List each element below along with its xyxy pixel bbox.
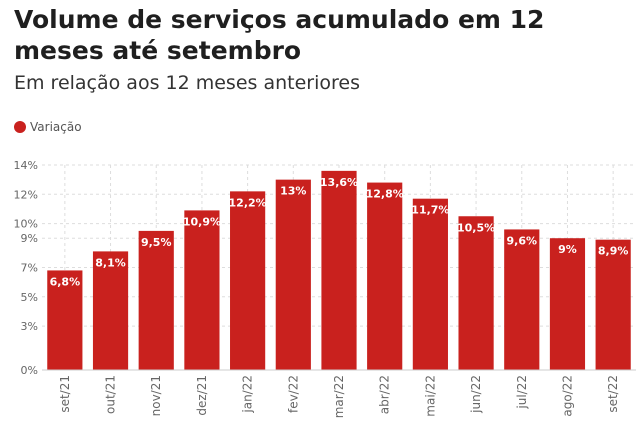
bar (184, 210, 220, 370)
bar-value-label: 13,6% (320, 176, 358, 189)
bar (549, 238, 586, 370)
x-tick-label: set/22 (606, 375, 620, 413)
y-tick-label: 3% (21, 320, 38, 333)
bar (47, 270, 83, 370)
y-tick-label: 10% (14, 218, 38, 231)
axes: 0%3%5%7%9%10%12%14%set/21 out/21 nov/21 dez… (14, 159, 636, 418)
x-tick-label: nov/21 (149, 375, 163, 416)
x-tick-label: dez/21 (195, 375, 209, 416)
bar-value-label: 13% (280, 185, 306, 198)
bar (595, 239, 631, 370)
x-tick-label: jun/22 (469, 375, 483, 414)
bar-value-label: 12,8% (366, 188, 404, 201)
y-tick-label: 7% (21, 262, 38, 275)
bar-value-label: 11,7% (411, 204, 449, 217)
x-tick-label: abr/22 (378, 375, 392, 414)
y-tick-label: 12% (14, 188, 38, 201)
data-labels: 6,8% 8,1% 9,5% 10,9% 12,2% 13% 13,6% 12,8% 11,7%… (50, 176, 629, 289)
y-tick-label: 14% (14, 159, 38, 172)
x-tick-label: ago/22 (560, 375, 574, 417)
bar (92, 251, 129, 370)
legend-swatch (14, 121, 26, 133)
bar (321, 170, 357, 370)
bar (138, 230, 174, 370)
x-tick-label: mai/22 (423, 375, 437, 417)
bars (47, 170, 631, 370)
bar-value-label: 10,9% (183, 215, 221, 228)
bar-value-label: 8,1% (95, 256, 126, 269)
x-tick-label: jul/22 (515, 375, 529, 410)
bar (458, 216, 494, 370)
bar (504, 229, 540, 370)
legend: Variação (14, 120, 82, 134)
x-tick-label: mar/22 (332, 375, 346, 418)
bar (230, 191, 266, 370)
bar-value-label: 9% (558, 243, 577, 256)
legend-label: Variação (30, 120, 82, 134)
y-tick-label: 5% (21, 291, 38, 304)
bar-value-label: 10,5% (457, 221, 495, 234)
bar-value-label: 9,6% (507, 234, 538, 247)
x-tick-label: jan/22 (241, 375, 255, 414)
x-tick-label: fev/22 (286, 375, 300, 413)
bar (412, 198, 448, 370)
bar (275, 179, 311, 370)
bar (367, 182, 403, 370)
bar-value-label: 12,2% (229, 196, 267, 209)
x-tick-label: out/21 (104, 375, 118, 414)
chart-title: Volume de serviços acumulado em 12 meses… (14, 5, 545, 65)
bar-value-label: 6,8% (50, 275, 81, 288)
y-tick-label: 0% (21, 364, 38, 377)
chart-subtitle: Em relação aos 12 meses anteriores (14, 72, 360, 94)
bar-value-label: 8,9% (598, 245, 629, 258)
bar-value-label: 9,5% (141, 236, 172, 249)
y-tick-label: 9% (21, 232, 38, 245)
x-tick-label: set/21 (58, 375, 72, 413)
